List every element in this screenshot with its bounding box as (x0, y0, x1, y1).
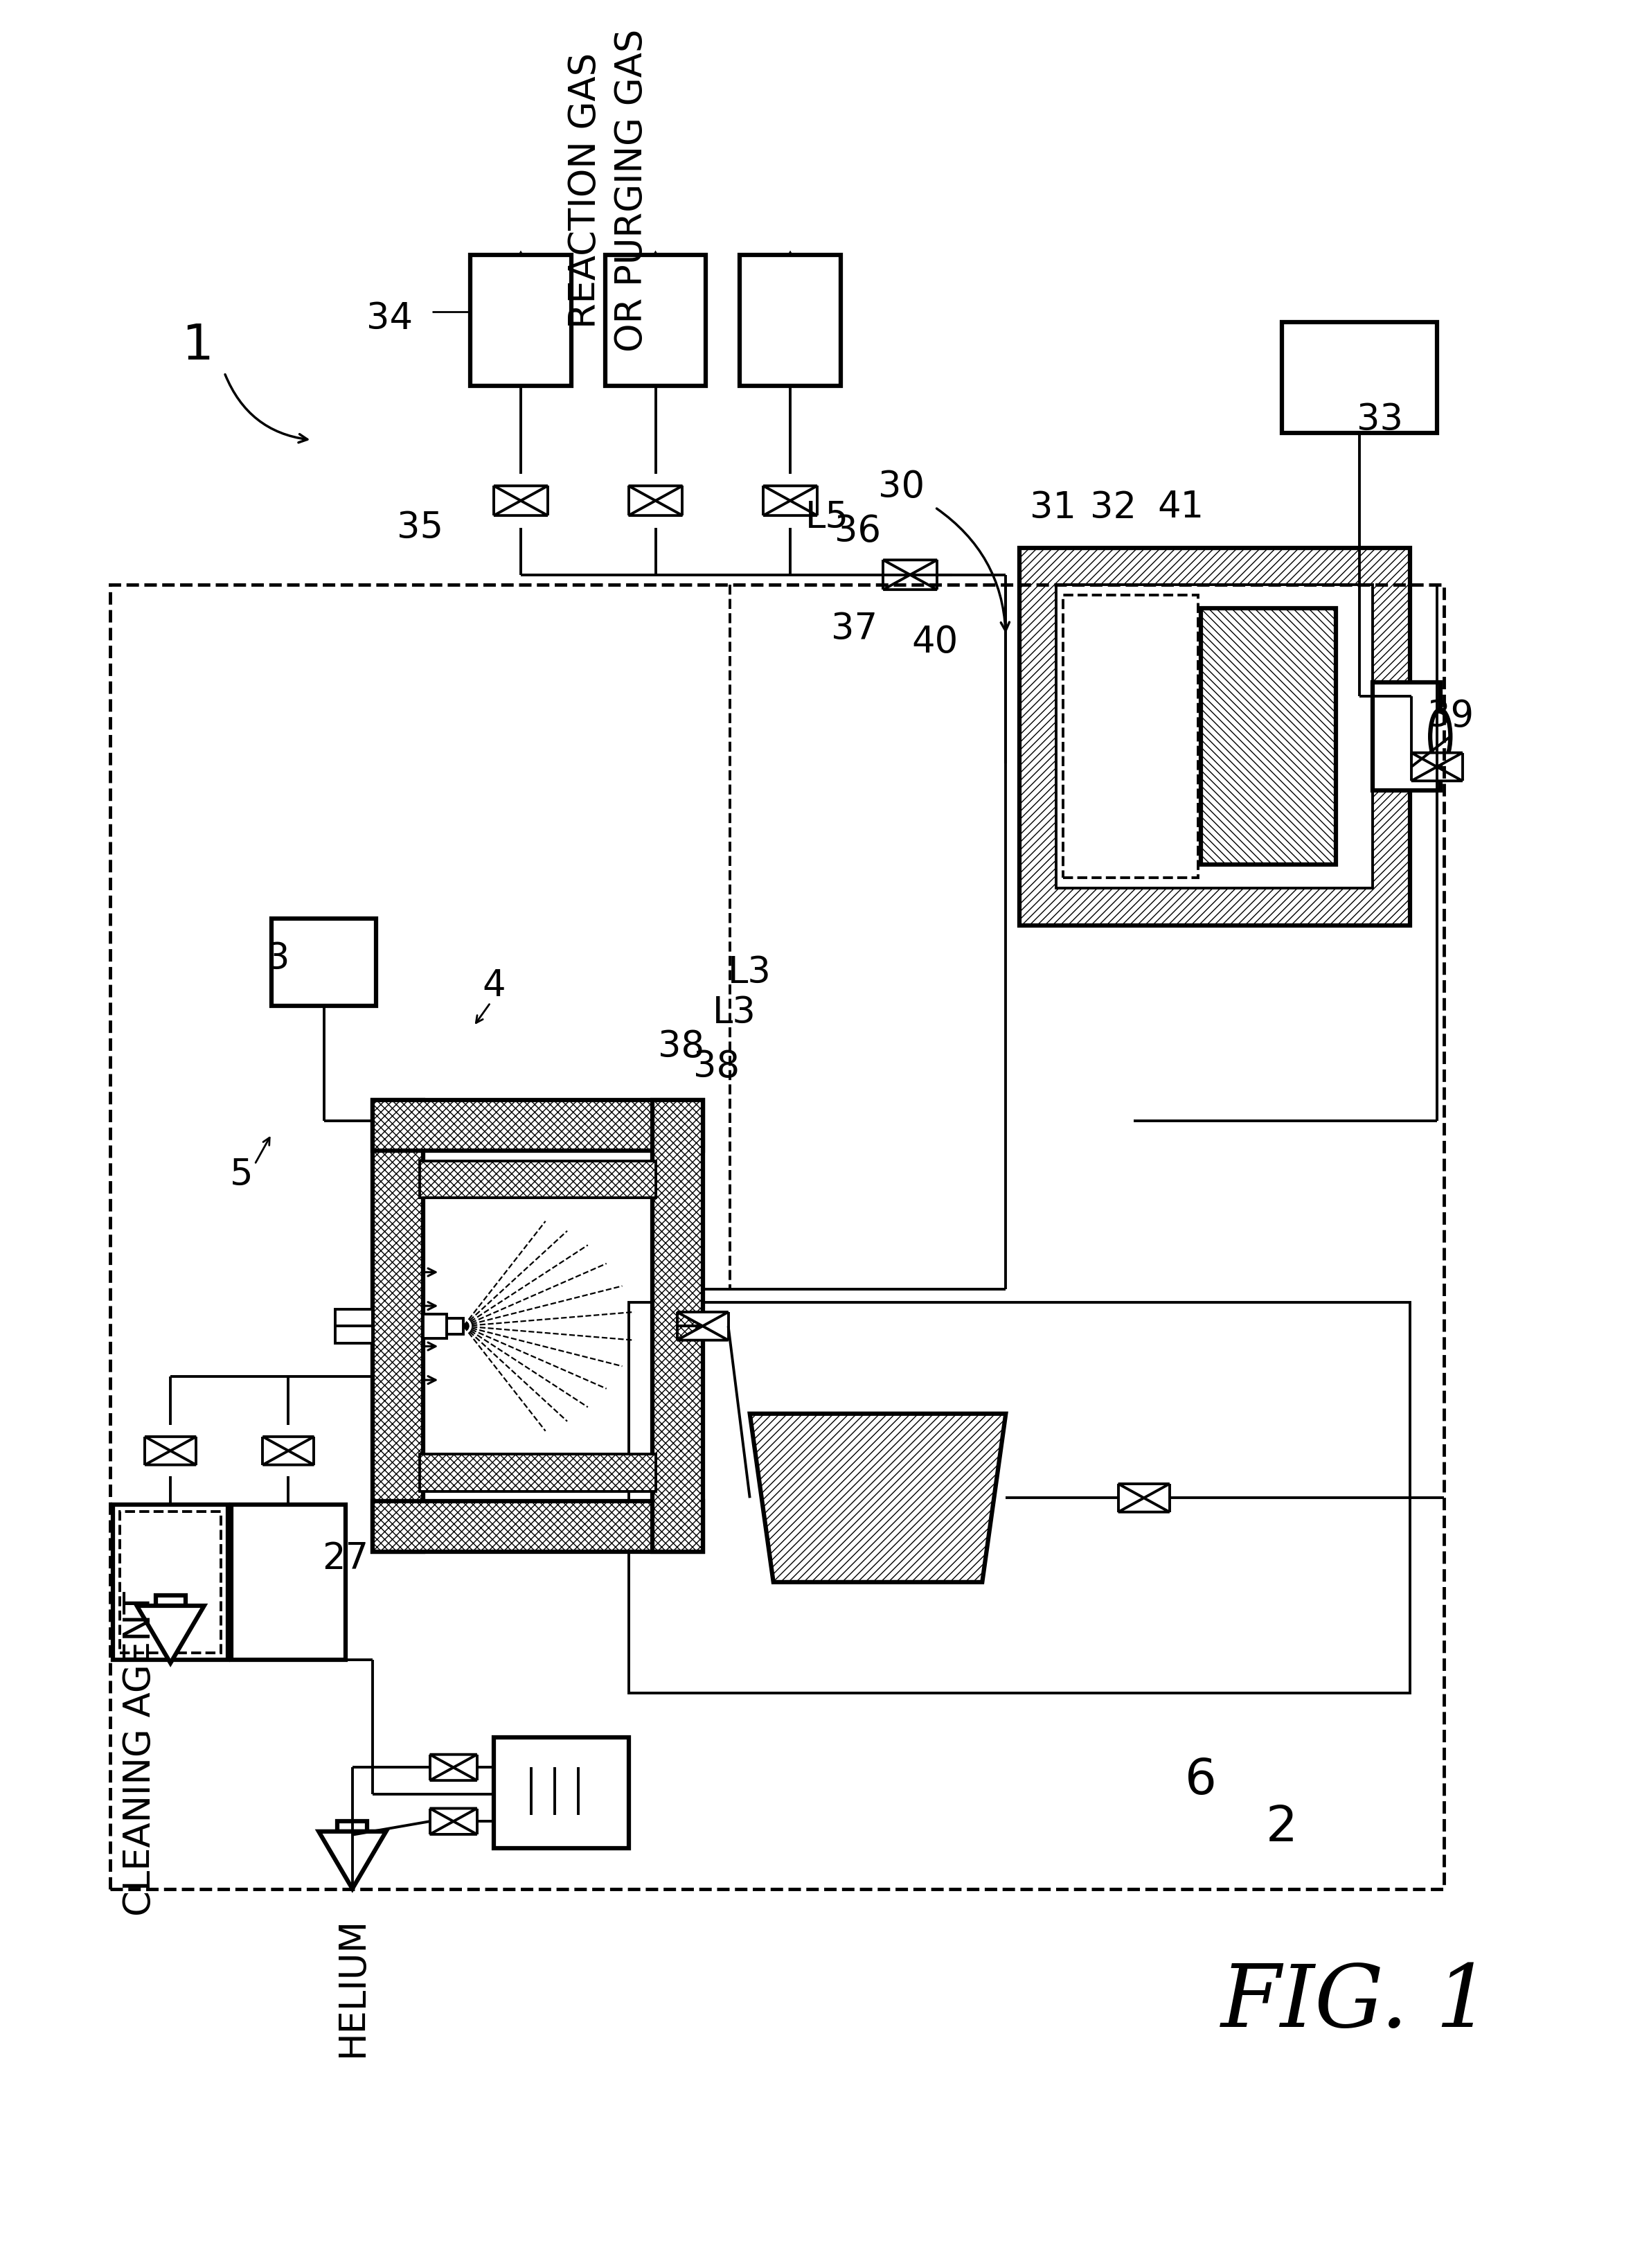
Polygon shape (756, 254, 825, 313)
Polygon shape (678, 1327, 728, 1340)
Text: L3: L3 (728, 955, 771, 991)
Polygon shape (622, 254, 689, 313)
Bar (271, 919, 376, 1007)
Polygon shape (629, 485, 683, 501)
Text: 41: 41 (1158, 490, 1204, 526)
Polygon shape (629, 501, 683, 515)
Text: L3: L3 (712, 996, 756, 1030)
Bar (640, 313, 670, 372)
Bar (629, 1302, 1409, 1694)
Polygon shape (137, 1606, 204, 1662)
Text: 37: 37 (831, 610, 877, 646)
Bar (493, 1737, 629, 1848)
Text: HELIUM: HELIUM (335, 1916, 371, 2057)
Bar (420, 1161, 655, 1198)
Polygon shape (263, 1436, 314, 1452)
Text: 34: 34 (366, 302, 413, 336)
Polygon shape (429, 1821, 477, 1835)
Polygon shape (493, 501, 547, 515)
Bar (372, 1501, 702, 1551)
Bar (604, 254, 705, 386)
Text: 33: 33 (1357, 401, 1403, 438)
Polygon shape (429, 1808, 477, 1821)
Text: CLEANING AGENT: CLEANING AGENT (122, 1592, 158, 1916)
Polygon shape (318, 1833, 385, 1889)
Bar (372, 1100, 423, 1551)
Bar (506, 313, 536, 372)
Text: 36: 36 (834, 513, 880, 549)
Polygon shape (750, 1413, 1006, 1583)
Bar (1202, 608, 1336, 864)
Bar (1019, 549, 1409, 925)
Text: 4: 4 (482, 968, 506, 1005)
Bar (1063, 594, 1197, 878)
Bar (652, 1100, 702, 1551)
Ellipse shape (1431, 710, 1450, 764)
Bar (1057, 585, 1373, 889)
Text: 38: 38 (658, 1027, 704, 1064)
Text: 35: 35 (397, 510, 443, 547)
Bar (740, 254, 841, 386)
Bar (1373, 683, 1440, 792)
Bar (776, 313, 805, 372)
Text: 32: 32 (1091, 490, 1137, 526)
Bar (372, 1100, 702, 1150)
Text: REACTION GAS
OR PURGING GAS: REACTION GAS OR PURGING GAS (567, 29, 650, 352)
Polygon shape (883, 574, 937, 590)
Polygon shape (145, 1452, 196, 1465)
Polygon shape (763, 485, 816, 501)
Text: L5: L5 (805, 499, 849, 535)
Text: 38: 38 (692, 1048, 740, 1084)
Text: 39: 39 (1427, 699, 1473, 735)
Polygon shape (1119, 1497, 1169, 1513)
Bar (470, 254, 572, 386)
Bar (109, 585, 1444, 1889)
Bar (423, 1313, 447, 1338)
Bar (232, 1504, 346, 1660)
Polygon shape (1411, 753, 1463, 767)
Text: 27: 27 (322, 1540, 369, 1576)
Polygon shape (145, 1436, 196, 1452)
Text: 3: 3 (266, 941, 291, 978)
Text: 5: 5 (230, 1157, 253, 1193)
Text: 31: 31 (1030, 490, 1076, 526)
Bar (1282, 322, 1437, 433)
Text: FIG. 1: FIG. 1 (1221, 1962, 1491, 2046)
Polygon shape (429, 1755, 477, 1767)
Polygon shape (263, 1452, 314, 1465)
Text: 30: 30 (879, 469, 924, 506)
Polygon shape (678, 1311, 728, 1327)
Bar (155, 1597, 185, 1606)
Bar (335, 1309, 372, 1343)
Bar (420, 1454, 655, 1490)
Bar (113, 1504, 227, 1660)
Polygon shape (1119, 1483, 1169, 1497)
Polygon shape (763, 501, 816, 515)
Text: 1: 1 (181, 322, 214, 370)
Text: 2: 2 (1266, 1803, 1298, 1853)
Polygon shape (429, 1767, 477, 1780)
Polygon shape (883, 560, 937, 574)
Polygon shape (493, 485, 547, 501)
Text: 6: 6 (1186, 1758, 1217, 1805)
Bar (338, 1821, 367, 1833)
Bar (447, 1318, 464, 1334)
Polygon shape (1411, 767, 1463, 780)
Bar (119, 1510, 220, 1653)
Text: 40: 40 (911, 624, 959, 660)
Polygon shape (487, 254, 555, 313)
